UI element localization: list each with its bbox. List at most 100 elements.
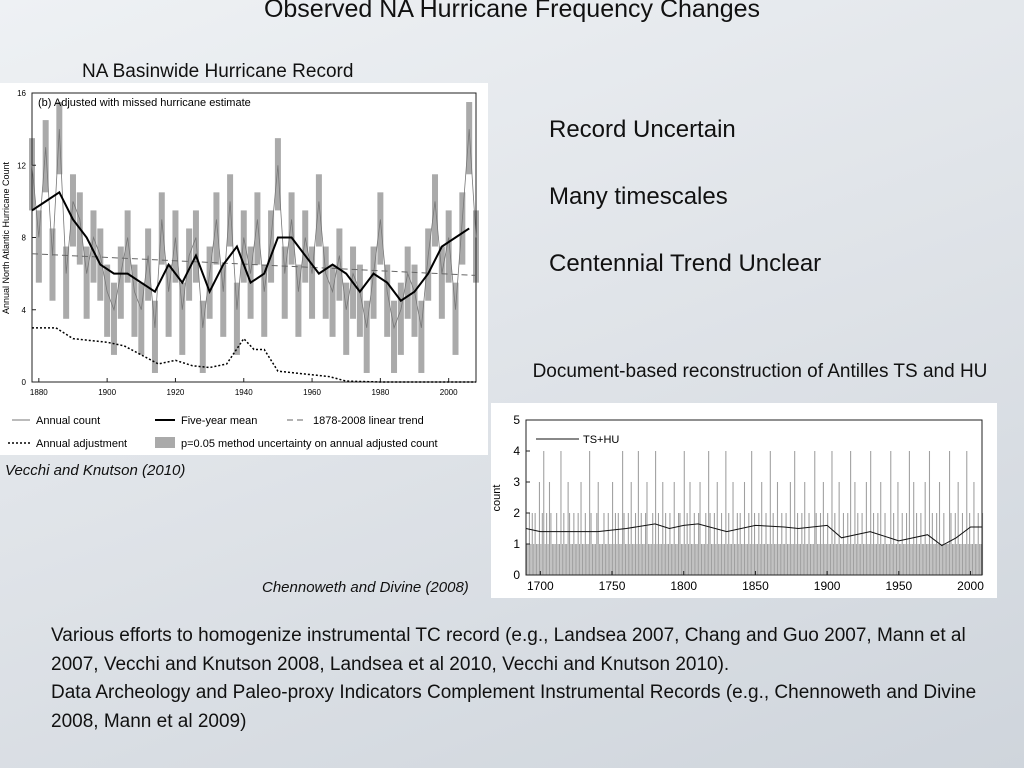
count-bar xyxy=(723,544,725,575)
uncertainty-bar xyxy=(199,300,206,373)
legend-annual-count: Annual count xyxy=(36,415,100,427)
count-bar xyxy=(801,513,803,575)
count-bar xyxy=(630,482,632,575)
count-bar xyxy=(583,544,585,575)
uncertainty-bar xyxy=(363,300,370,373)
count-bar xyxy=(656,544,658,575)
count-bar xyxy=(688,544,690,575)
count-bar xyxy=(550,513,552,575)
left-chart-heading: NA Basinwide Hurricane Record xyxy=(82,61,354,82)
uncertainty-bar xyxy=(418,300,425,373)
count-bar xyxy=(891,544,893,575)
count-bar xyxy=(566,544,568,575)
count-bar xyxy=(533,544,535,575)
count-bar xyxy=(779,544,781,575)
count-bar xyxy=(603,513,605,575)
count-bar xyxy=(710,544,713,575)
count-bar xyxy=(818,544,820,575)
count-bar xyxy=(652,513,654,575)
count-bar xyxy=(703,544,705,575)
uncertainty-bar xyxy=(124,210,131,283)
count-bar xyxy=(756,544,758,575)
y-tick-label: 12 xyxy=(17,161,26,170)
count-bar xyxy=(904,544,906,575)
legend-ts-hu: TS+HU xyxy=(583,434,619,446)
count-bar xyxy=(845,544,847,575)
uncertainty-bar xyxy=(425,228,432,301)
hurricane-record-chart: 0 4 8 12 16 1880 1900 1920 1940 1960 1980 2000 Annua… xyxy=(0,83,488,455)
x-tick-label: 1850 xyxy=(742,579,769,593)
bullet-centennial-trend: Centennial Trend Unclear xyxy=(549,250,822,277)
uncertainty-bar xyxy=(90,210,97,283)
uncertainty-bar xyxy=(240,210,247,283)
count-bar xyxy=(830,544,832,575)
count-bar xyxy=(647,544,649,575)
uncertainty-bar xyxy=(438,246,445,319)
count-bar xyxy=(574,544,576,575)
count-bar xyxy=(913,482,915,575)
count-bar xyxy=(947,544,949,575)
count-bar xyxy=(569,513,571,575)
x-tick-label: 1940 xyxy=(235,388,253,397)
count-bar xyxy=(554,544,556,575)
count-bar xyxy=(898,544,900,575)
count-bar xyxy=(612,482,614,575)
count-bar xyxy=(629,544,631,575)
count-bar xyxy=(900,544,902,575)
count-bar xyxy=(544,544,546,575)
y-tick-label: 0 xyxy=(22,378,27,387)
antilles-caption: Document-based reconstruction of Antille… xyxy=(532,361,988,382)
count-bar xyxy=(867,544,869,575)
count-bar xyxy=(715,544,717,575)
count-bar xyxy=(956,544,958,575)
uncertainty-bar xyxy=(281,246,288,319)
count-bar xyxy=(657,513,659,575)
count-bar xyxy=(616,544,618,575)
count-bar xyxy=(665,513,667,575)
uncertainty-bar xyxy=(192,210,199,283)
count-bar xyxy=(791,544,793,575)
smoothed-line xyxy=(525,523,982,547)
count-bar xyxy=(692,544,694,575)
count-bar xyxy=(679,513,681,575)
count-bar xyxy=(855,544,857,575)
count-bar xyxy=(834,513,836,575)
count-bar xyxy=(885,544,887,575)
uncertainty-bar xyxy=(356,264,363,337)
count-bar xyxy=(666,544,668,575)
legend-linear-trend: 1878-2008 linear trend xyxy=(313,415,424,427)
count-bar xyxy=(645,513,647,575)
count-bar xyxy=(728,513,730,575)
count-bar xyxy=(877,513,879,575)
count-bar xyxy=(971,544,974,575)
body-line-homogenize: Various efforts to homogenize instrument… xyxy=(51,625,971,675)
uncertainty-bar xyxy=(411,264,418,337)
y-tick-label: 16 xyxy=(17,89,26,98)
count-bar xyxy=(639,544,641,575)
uncertainty-bar xyxy=(42,120,49,193)
count-bar xyxy=(563,513,565,575)
count-bar xyxy=(746,544,748,575)
uncertainty-bar xyxy=(384,264,391,337)
count-bar xyxy=(649,544,651,575)
count-bar xyxy=(861,513,863,575)
uncertainty-bar xyxy=(233,282,240,355)
count-bar xyxy=(850,451,852,575)
count-bar xyxy=(680,544,682,575)
count-bar xyxy=(749,544,751,575)
count-bar xyxy=(957,482,959,575)
y-tick-label: 8 xyxy=(22,234,27,243)
count-bar xyxy=(700,544,703,575)
count-bar xyxy=(973,482,975,575)
slide-title: Observed NA Hurricane Frequency Changes xyxy=(263,0,761,23)
y-tick-label: 1 xyxy=(513,537,520,551)
uncertainty-bar xyxy=(295,264,302,337)
count-bar xyxy=(920,513,922,575)
uncertainty-bar xyxy=(404,246,411,319)
count-bar xyxy=(736,513,738,575)
count-bar xyxy=(775,544,777,575)
count-bar xyxy=(695,544,697,575)
count-bar xyxy=(659,544,661,575)
five-year-mean-line xyxy=(31,190,470,303)
uncertainty-bar xyxy=(432,174,439,247)
